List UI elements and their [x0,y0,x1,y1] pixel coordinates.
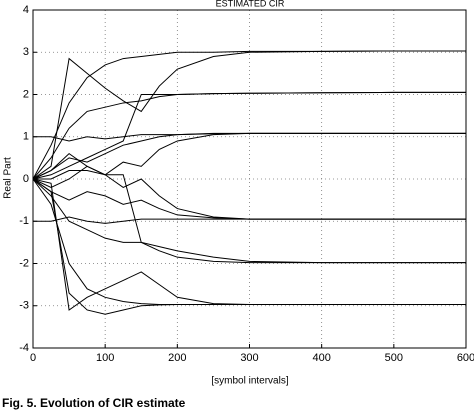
x-axis-label: [symbol intervals] [211,376,288,387]
y-tick-label: 1 [23,131,29,143]
x-tick-label: 300 [240,352,258,364]
series-line [33,170,466,264]
y-tick-label: 3 [23,46,29,58]
y-axis-label: Real Part [3,157,14,199]
caption: Fig. 5. Evolution of CIR estimate [2,396,186,410]
y-tick-label: -2 [19,257,29,269]
series-line [32,178,466,305]
y-tick-label: -1 [19,215,29,227]
x-tick-label: 600 [457,352,474,364]
x-tick-label: 500 [385,352,403,364]
y-tick-label: 2 [23,88,29,100]
x-tick-label: 0 [30,352,36,364]
x-tick-label: 100 [96,352,114,364]
series-line [32,153,466,220]
x-tick-label: 200 [168,352,186,364]
series-line [32,178,466,315]
x-tick-label: 400 [312,352,330,364]
y-tick-label: -4 [19,342,29,354]
chart-title: ESTIMATED CIR [216,0,285,8]
y-tick-label: 0 [23,173,29,185]
series-line [32,91,466,180]
y-tick-label: -3 [19,300,29,312]
series-line [32,178,466,220]
y-tick-label: 4 [23,4,29,16]
series-line [32,132,466,180]
series-line [32,132,466,189]
